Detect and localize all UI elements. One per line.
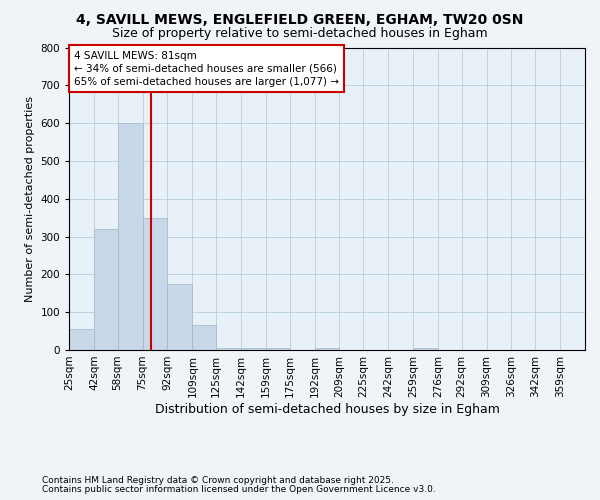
- Bar: [314, 348, 340, 350]
- Bar: [241, 348, 266, 350]
- X-axis label: Distribution of semi-detached houses by size in Egham: Distribution of semi-detached houses by …: [155, 402, 499, 415]
- Bar: [193, 326, 216, 350]
- Bar: [167, 284, 193, 350]
- Bar: [266, 348, 290, 350]
- Text: Size of property relative to semi-detached houses in Egham: Size of property relative to semi-detach…: [112, 28, 488, 40]
- Bar: [69, 329, 94, 350]
- Y-axis label: Number of semi-detached properties: Number of semi-detached properties: [25, 96, 35, 302]
- Bar: [143, 218, 167, 350]
- Text: Contains HM Land Registry data © Crown copyright and database right 2025.: Contains HM Land Registry data © Crown c…: [42, 476, 394, 485]
- Bar: [118, 123, 143, 350]
- Text: 4 SAVILL MEWS: 81sqm
← 34% of semi-detached houses are smaller (566)
65% of semi: 4 SAVILL MEWS: 81sqm ← 34% of semi-detac…: [74, 50, 339, 87]
- Bar: [413, 348, 438, 350]
- Bar: [94, 229, 118, 350]
- Text: Contains public sector information licensed under the Open Government Licence v3: Contains public sector information licen…: [42, 485, 436, 494]
- Bar: [216, 348, 241, 350]
- Text: 4, SAVILL MEWS, ENGLEFIELD GREEN, EGHAM, TW20 0SN: 4, SAVILL MEWS, ENGLEFIELD GREEN, EGHAM,…: [76, 12, 524, 26]
